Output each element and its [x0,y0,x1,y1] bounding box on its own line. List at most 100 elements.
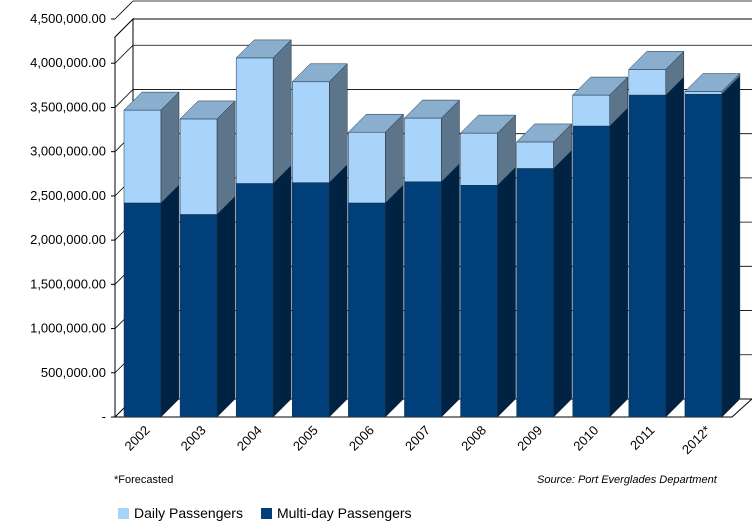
bar-daily-2-front [235,57,274,184]
bar-multiday-10-side [721,75,741,418]
bar-daily-4-front [348,131,386,204]
bar-multiday-8-side [609,107,628,418]
bar-multiday-4-side [385,184,404,418]
bar-multiday-3-front [292,182,330,418]
bar-multiday-2 [235,164,292,418]
bar-multiday-7 [516,149,572,418]
y-tick-label: - [102,409,106,424]
x-tick-label: 2009 [514,423,545,454]
y-tick-label: 500,000.00 [41,365,106,380]
bar-top-6 [459,114,517,134]
bar-daily-1-side [216,100,236,216]
legend-item-daily: Daily Passengers [118,505,243,521]
bar-top-4 [347,113,404,133]
bar-multiday-1-side [216,195,236,418]
bar-daily-8 [572,76,628,127]
gridline-diag [114,44,134,64]
y-tick-label: 3,500,000.00 [30,99,106,114]
bar-top-2 [235,39,292,59]
bar-multiday-1 [179,195,236,418]
bar-multiday-5-side [441,163,460,418]
x-tick-label: 2003 [178,423,209,454]
x-tick-label: 2011 [627,423,657,453]
legend-label-daily: Daily Passengers [134,505,243,521]
y-tick-label: 1,500,000.00 [30,276,106,291]
bar-multiday-5-front [404,181,442,418]
bar-daily-2-side [272,39,292,185]
x-tick-label: 2010 [570,423,601,454]
bar-multiday-9 [628,76,685,418]
bar-daily-0 [123,91,180,204]
y-tick-label: 2,500,000.00 [30,188,106,203]
bar-daily-4 [348,113,404,204]
bar-multiday-9-side [665,76,685,418]
x-tick-label: 2002 [122,423,153,454]
bar-top-3 [291,63,348,83]
bar-daily-0-front [123,109,162,204]
bar-top-0 [123,91,180,111]
bar-multiday-4 [348,184,404,418]
bar-daily-0-side [160,91,180,204]
x-tick-label: 2012* [679,423,714,458]
bar-multiday-6 [460,166,516,418]
bar-multiday-9-front [628,94,667,418]
bar-daily-1 [179,100,236,216]
bar-top-9 [628,51,685,70]
source-note: Source: Port Everglades Department [537,474,717,486]
bar-multiday-7-front [516,168,554,418]
y-tick-label: 2,000,000.00 [30,232,106,247]
bar-daily-10-front [684,91,723,95]
bar-multiday-2-front [235,183,274,418]
x-tick-label: 2004 [234,423,265,454]
x-tick-label: 2007 [402,423,433,454]
bar-daily-3-front [292,81,330,183]
bar-multiday-6-side [497,166,516,418]
gridline-diag [114,89,134,108]
bar-multiday-0 [123,184,180,418]
bar-top-5 [403,99,461,119]
bar-multiday-1-front [179,214,218,418]
bar-daily-7 [516,123,572,170]
bar-daily-9 [628,50,685,96]
bar-daily-7-front [516,141,554,169]
bar-multiday-3-side [329,164,348,418]
legend-swatch-daily [118,507,129,519]
bar-top-1 [179,100,236,120]
legend: Daily Passengers Multi-day Passengers [118,505,412,521]
x-tick-label: 2008 [458,423,489,454]
gridline-diag [114,0,134,20]
legend-swatch-multiday [260,507,272,519]
bar-top-10 [684,73,741,92]
legend-item-multiday: Multi-day Passengers [260,505,412,521]
bar-multiday-10 [684,75,741,418]
bar-daily-5 [404,99,460,183]
bar-daily-9-front [628,69,667,96]
bar-daily-5-front [404,117,442,182]
bar-daily-1-front [179,118,218,215]
bar-daily-2 [235,39,292,185]
bar-daily-6-front [460,132,498,186]
bar-top-8 [572,76,629,96]
legend-label-multiday: Multi-day Passengers [276,505,412,521]
bar-multiday-8 [572,107,628,418]
y-tick-label: 4,500,000.00 [30,11,106,26]
bar-multiday-8-front [572,125,610,418]
bar-top-7 [516,123,573,143]
bar-multiday-2-side [272,164,292,418]
bar-multiday-7-side [553,149,572,418]
bar-daily-8-front [572,94,610,127]
bars-layer [123,39,741,418]
y-tick-label: 1,000,000.00 [30,321,106,336]
footnote: *Forecasted [114,474,174,486]
bar-multiday-0-side [160,184,180,418]
bar-multiday-4-front [348,202,386,418]
bar-daily-3-side [329,63,348,184]
bar-multiday-5 [404,163,460,418]
x-tick-label: 2005 [290,423,321,454]
bar-multiday-0-front [123,202,162,418]
y-tick-label: 4,000,000.00 [30,55,106,70]
y-tick-label: 3,000,000.00 [30,144,106,159]
bar-multiday-6-front [460,185,498,418]
bar-multiday-3 [292,164,348,418]
